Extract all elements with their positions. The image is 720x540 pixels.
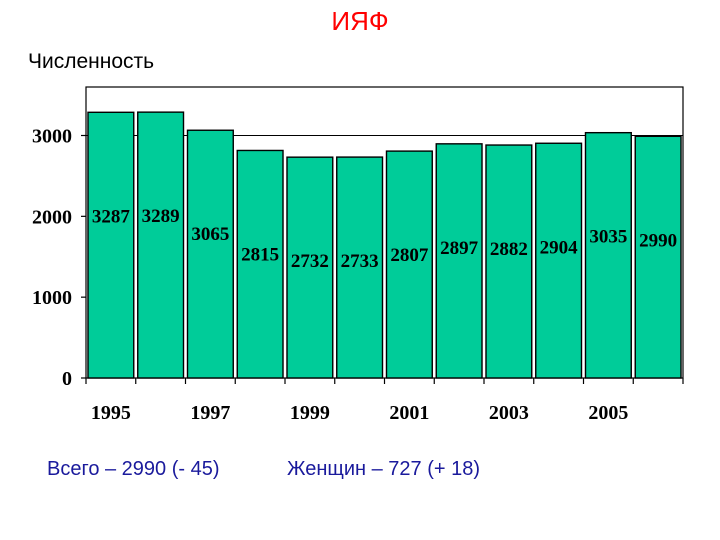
bar bbox=[584, 131, 632, 379]
bar bbox=[137, 111, 185, 379]
x-tick-label: 2005 bbox=[588, 402, 628, 424]
bar bbox=[286, 156, 334, 379]
bar bbox=[186, 129, 234, 379]
chart-subtitle: Численность bbox=[28, 50, 155, 73]
bar bbox=[236, 149, 284, 379]
bar bbox=[435, 143, 483, 379]
women-count-text: Женщин – 727 (+ 18) bbox=[287, 458, 481, 480]
bar bbox=[87, 111, 135, 379]
data-label: 3035 bbox=[589, 227, 627, 248]
y-tick-label: 2000 bbox=[32, 206, 72, 228]
data-label: 2807 bbox=[390, 245, 429, 266]
y-tick-label: 1000 bbox=[32, 287, 72, 309]
x-tick-label: 1999 bbox=[290, 402, 330, 424]
data-label: 2882 bbox=[490, 239, 528, 260]
y-tick-label: 0 bbox=[62, 368, 72, 390]
data-label: 3065 bbox=[191, 224, 229, 245]
bar bbox=[634, 135, 682, 379]
total-count-text: Всего – 2990 (- 45) bbox=[47, 458, 220, 480]
data-label: 2815 bbox=[241, 244, 279, 265]
data-label: 3287 bbox=[92, 206, 131, 227]
data-label: 3289 bbox=[142, 206, 180, 227]
x-tick-label: 1997 bbox=[190, 402, 230, 424]
bar bbox=[485, 144, 533, 379]
bar bbox=[535, 142, 583, 379]
y-tick-label: 3000 bbox=[32, 126, 72, 148]
data-label: 2732 bbox=[291, 251, 329, 272]
data-label: 2904 bbox=[540, 237, 579, 258]
slide-title: ИЯФ bbox=[331, 6, 389, 36]
bar bbox=[336, 156, 384, 379]
x-tick-label: 1995 bbox=[91, 402, 131, 424]
data-label: 2733 bbox=[341, 251, 379, 272]
data-label: 2897 bbox=[440, 238, 479, 259]
data-label: 2990 bbox=[639, 230, 677, 251]
x-tick-label: 2001 bbox=[389, 402, 429, 424]
bar bbox=[385, 150, 433, 379]
x-tick-label: 2003 bbox=[489, 402, 529, 424]
